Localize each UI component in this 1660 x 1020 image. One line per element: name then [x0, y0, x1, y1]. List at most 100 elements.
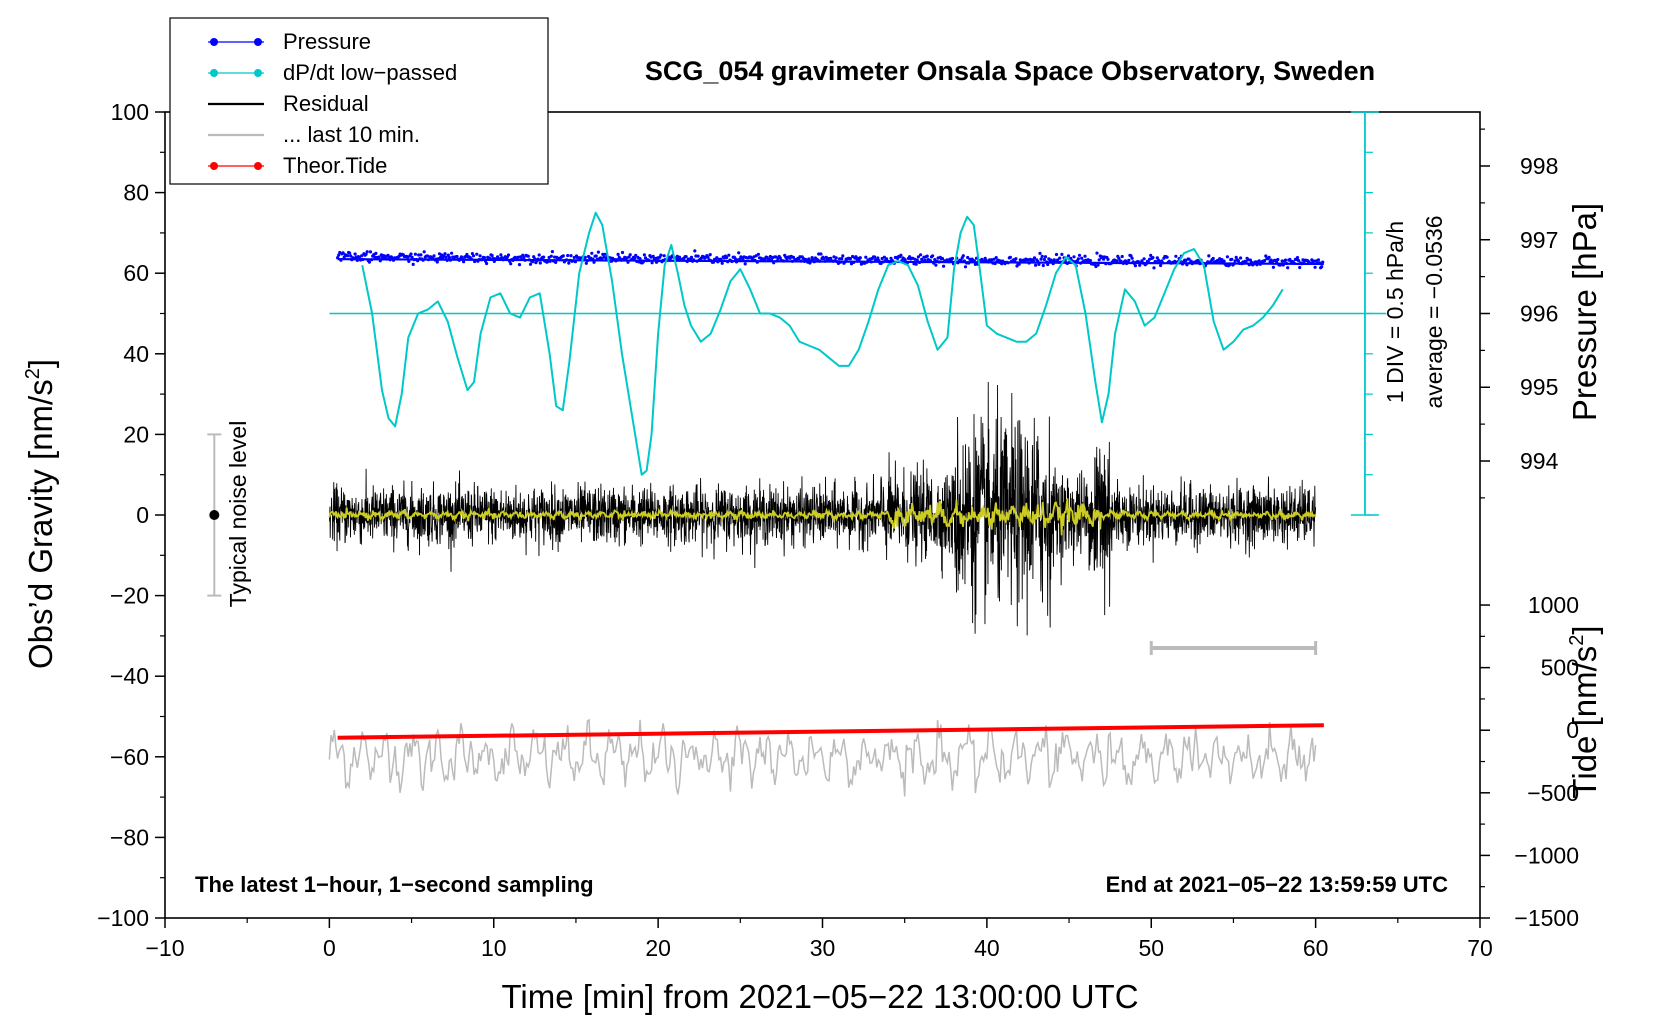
pressure-point	[940, 257, 945, 261]
pressure-point	[367, 260, 371, 264]
pressure-point	[1264, 254, 1268, 258]
pressure-point	[364, 252, 368, 256]
pressure-point	[1120, 254, 1124, 259]
pressure-point	[554, 260, 558, 264]
pressure-point	[737, 251, 741, 255]
pressure-point	[1077, 253, 1082, 257]
pressure-point	[594, 254, 598, 258]
pressure-point	[353, 252, 357, 256]
y-tick-label: −20	[110, 583, 149, 609]
tide-tick-label: 1000	[1528, 592, 1579, 618]
pressure-point	[478, 254, 482, 258]
pressure-point	[1042, 257, 1046, 262]
pressure-point	[696, 254, 700, 258]
pressure-point	[410, 255, 414, 259]
pressure-point	[1286, 266, 1290, 270]
pressure-point	[819, 252, 823, 256]
pressure-point	[569, 254, 573, 258]
pressure-point	[933, 258, 937, 262]
y-axis-title-gravity: Obs’d Gravity [nm/s2]	[22, 359, 59, 669]
pressure-point	[873, 255, 877, 259]
pressure-point	[485, 261, 489, 266]
pressure-point	[677, 255, 682, 259]
pressure-point	[455, 254, 459, 259]
pressure-point	[1008, 255, 1013, 259]
pressure-point	[1257, 259, 1261, 263]
pressure-point	[519, 255, 523, 259]
pressure-point	[925, 254, 929, 258]
pressure-point	[1058, 256, 1062, 260]
pressure-point	[643, 256, 648, 260]
legend-label: dP/dt low−passed	[283, 60, 457, 85]
y-axis-title-gravity-main: Obs’d Gravity [nm/s	[22, 379, 59, 669]
legend-box	[169, 17, 549, 185]
pressure-point	[360, 254, 364, 258]
pressure-point	[561, 254, 565, 258]
pressure-point	[603, 252, 607, 256]
pressure-point	[345, 254, 350, 258]
pressure-point	[931, 254, 935, 258]
x-tick-label: 20	[645, 935, 671, 961]
pressure-point	[651, 254, 655, 258]
pressure-point	[549, 254, 553, 258]
pressure-point	[1039, 257, 1043, 261]
pressure-point	[715, 256, 719, 260]
tide-tick-label: −500	[1527, 780, 1579, 806]
pressure-point	[1072, 255, 1076, 259]
pressure-point	[1096, 263, 1100, 267]
pressure-point	[450, 251, 454, 255]
y-tick-label: 20	[123, 421, 149, 447]
pressure-point	[1297, 259, 1301, 263]
x-tick-label: 0	[323, 935, 336, 961]
pressure-point	[1138, 263, 1142, 267]
y-tick-label: 80	[123, 180, 149, 206]
pressure-point	[882, 255, 887, 259]
pressure-point	[377, 255, 381, 259]
pressure-point	[349, 254, 353, 258]
pressure-dots	[336, 249, 1325, 270]
pressure-point	[1040, 254, 1044, 258]
pressure-point	[583, 255, 587, 259]
x-tick-label: 70	[1467, 935, 1493, 961]
pressure-point	[817, 252, 821, 256]
pressure-point	[1211, 256, 1215, 261]
pressure-point	[961, 254, 965, 258]
pressure-point	[592, 260, 596, 264]
pressure-point	[368, 250, 373, 254]
pressure-point	[1133, 264, 1137, 268]
pressure-point	[1295, 256, 1300, 260]
pressure-point	[506, 253, 511, 257]
pressure-point	[432, 254, 436, 258]
pressure-point	[411, 262, 415, 266]
y-axis-title-tide-sup: 2	[1566, 635, 1588, 646]
legend-swatch-dot	[254, 69, 262, 77]
pressure-point	[337, 253, 341, 257]
pressure-point	[934, 263, 938, 267]
pressure-point	[854, 255, 858, 259]
pressure-point	[1165, 255, 1169, 259]
pressure-point	[829, 256, 833, 260]
pressure-point	[1320, 265, 1324, 269]
pressure-point	[743, 262, 747, 266]
pressure-point	[725, 256, 729, 260]
pressure-point	[566, 253, 570, 258]
tide-tick-label: 0	[1566, 717, 1579, 743]
legend-label: ... last 10 min.	[283, 122, 420, 147]
pressure-point	[1038, 251, 1042, 255]
pressure-point	[1115, 259, 1119, 263]
pressure-line	[337, 258, 1324, 266]
pressure-point	[903, 258, 907, 262]
pressure-point	[1276, 257, 1280, 262]
pressure-point	[784, 255, 788, 259]
pressure-point	[659, 253, 663, 257]
pressure-point	[914, 262, 918, 266]
pressure-point	[348, 251, 352, 255]
footer-left-label: The latest 1−hour, 1−second sampling	[195, 872, 594, 897]
pressure-point	[876, 256, 880, 260]
pressure-point	[638, 257, 642, 261]
y-tick-label: −60	[110, 744, 149, 770]
pressure-point	[422, 250, 426, 254]
pressure-point	[1151, 256, 1155, 260]
pressure-point	[1080, 256, 1084, 260]
pressure-point	[1152, 266, 1156, 270]
